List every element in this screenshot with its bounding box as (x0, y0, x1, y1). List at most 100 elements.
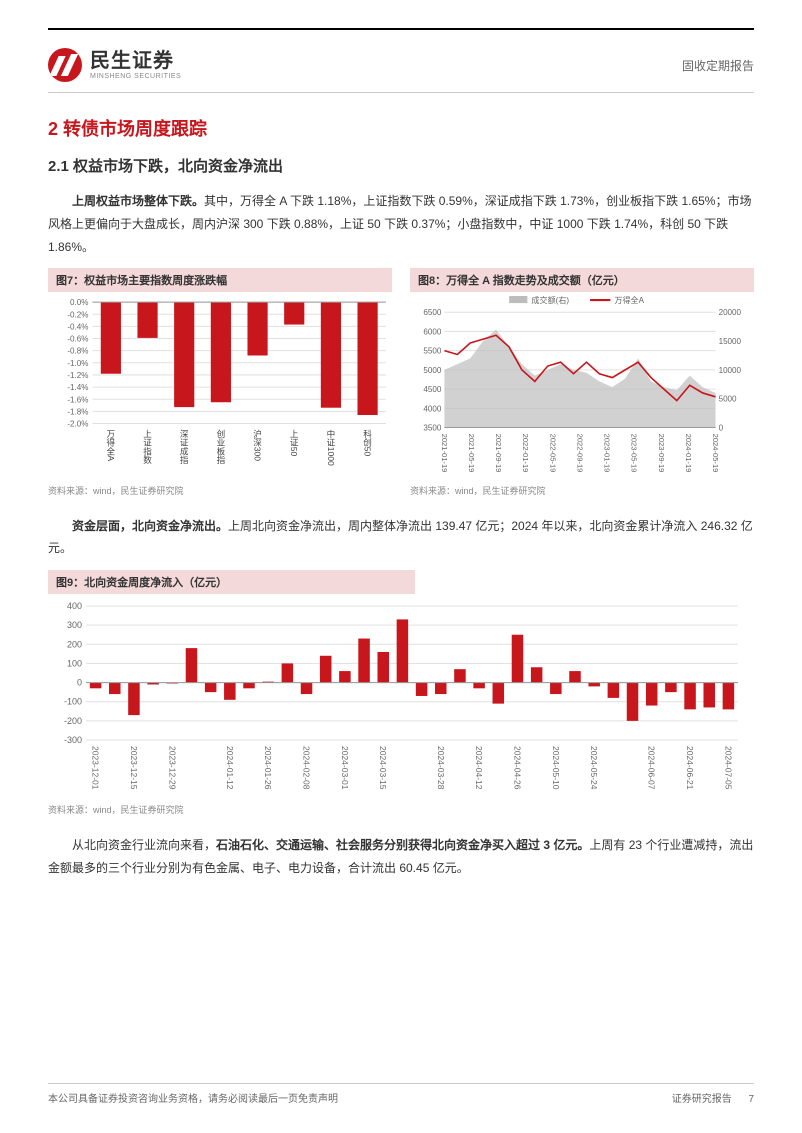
svg-text:-200: -200 (64, 716, 82, 726)
svg-text:5000: 5000 (423, 366, 441, 375)
svg-text:0.0%: 0.0% (70, 299, 88, 308)
footer-right-label: 证券研究报告 (672, 1094, 732, 1105)
logo: 民生证券 MINSHENG SECURITIES (48, 48, 181, 82)
svg-text:200: 200 (67, 639, 82, 649)
svg-text:-300: -300 (64, 735, 82, 745)
svg-text:2022-01-19: 2022-01-19 (521, 434, 530, 473)
svg-text:2024-01-26: 2024-01-26 (263, 746, 273, 790)
fig8-source: 资料来源：wind，民生证券研究院 (410, 484, 754, 497)
svg-text:-2.0%: -2.0% (67, 420, 88, 429)
page-header: 民生证券 MINSHENG SECURITIES 固收定期报告 (48, 48, 754, 82)
svg-text:-1.4%: -1.4% (67, 384, 88, 393)
svg-text:上证50: 上证50 (289, 430, 299, 457)
svg-text:2023-05-19: 2023-05-19 (630, 434, 639, 473)
svg-text:0: 0 (77, 678, 82, 688)
svg-text:5500: 5500 (423, 347, 441, 356)
svg-text:2021-01-19: 2021-01-19 (440, 434, 449, 473)
svg-text:-0.8%: -0.8% (67, 347, 88, 356)
svg-text:6000: 6000 (423, 328, 441, 337)
svg-text:-0.6%: -0.6% (67, 335, 88, 344)
svg-text:2023-09-19: 2023-09-19 (657, 434, 666, 473)
svg-text:300: 300 (67, 620, 82, 630)
svg-text:2023-12-29: 2023-12-29 (167, 746, 177, 790)
header-rule (48, 92, 754, 93)
paragraph-3: 从北向资金行业流向来看，石油石化、交通运输、社会服务分别获得北向资金净买入超过 … (48, 834, 754, 880)
figure-9: 图9：北向资金周度净流入（亿元） 400 300 200 100 0 -100 -200 -3… (48, 570, 754, 816)
section-heading-3: 2.1 权益市场下跌，北向资金净流出 (48, 155, 754, 176)
svg-text:2024-05-19: 2024-05-19 (711, 434, 720, 473)
top-border (48, 28, 754, 30)
svg-text:5000: 5000 (719, 395, 737, 404)
page-footer: 本公司具备证券投资咨询业务资格，请务必阅读最后一页免责声明 证券研究报告 7 (48, 1083, 754, 1105)
para3-bold: 石油石化、交通运输、社会服务分别获得北向资金净买入超过 3 亿元。 (216, 838, 589, 852)
fig9-chart: 400 300 200 100 0 -100 -200 -300 2023-12-01 2023-… (48, 596, 748, 796)
logo-icon (48, 48, 82, 82)
svg-text:4000: 4000 (423, 405, 441, 414)
svg-text:2022-09-19: 2022-09-19 (575, 434, 584, 473)
figure-8: 图8：万得全 A 指数走势及成交额（亿元） 350040004500500055… (410, 268, 754, 508)
svg-text:2021-05-19: 2021-05-19 (467, 434, 476, 473)
svg-text:深证成指: 深证成指 (179, 430, 189, 466)
fig7-source: 资料来源：wind，民生证券研究院 (48, 484, 392, 497)
svg-text:2024-01-19: 2024-01-19 (684, 434, 693, 473)
svg-text:万得全A: 万得全A (106, 430, 116, 462)
svg-text:20000: 20000 (719, 309, 742, 318)
footer-rule (48, 1083, 754, 1084)
svg-text:成交额(右): 成交额(右) (531, 295, 569, 305)
svg-text:2024-01-12: 2024-01-12 (225, 746, 235, 790)
footer-left: 本公司具备证券投资咨询业务资格，请务必阅读最后一页免责声明 (48, 1090, 338, 1105)
svg-text:2023-01-19: 2023-01-19 (603, 434, 612, 473)
svg-text:2024-02-08: 2024-02-08 (302, 746, 312, 790)
logo-cn: 民生证券 (90, 51, 181, 71)
paragraph-1: 上周权益市场整体下跌。其中，万得全 A 下跌 1.18%，上证指数下跌 0.59… (48, 190, 754, 258)
svg-text:2024-04-26: 2024-04-26 (512, 746, 522, 790)
svg-text:2023-12-15: 2023-12-15 (129, 746, 139, 790)
fig7-title: 图7：权益市场主要指数周度涨跌幅 (48, 268, 392, 292)
svg-text:-1.0%: -1.0% (67, 359, 88, 368)
fig8-title: 图8：万得全 A 指数走势及成交额（亿元） (410, 268, 754, 292)
svg-text:科创50: 科创50 (363, 429, 373, 457)
svg-text:0: 0 (719, 424, 724, 433)
svg-text:-0.2%: -0.2% (67, 311, 88, 320)
svg-text:中证1000: 中证1000 (326, 429, 336, 467)
svg-text:万得全A: 万得全A (614, 295, 644, 305)
doc-type: 固收定期报告 (682, 57, 754, 74)
svg-text:2024-06-21: 2024-06-21 (685, 746, 695, 790)
svg-text:-0.4%: -0.4% (67, 323, 88, 332)
svg-text:15000: 15000 (719, 337, 742, 346)
svg-text:4500: 4500 (423, 386, 441, 395)
figure-7: 图7：权益市场主要指数周度涨跌幅 0.0% -0.2% -0.4% -0.6% -0.8… (48, 268, 392, 508)
svg-text:400: 400 (67, 601, 82, 611)
paragraph-2: 资金层面，北向资金净流出。上周北向资金净流出，周内整体净流出 139.47 亿元… (48, 515, 754, 561)
svg-text:2023-12-01: 2023-12-01 (91, 746, 101, 790)
svg-text:创业板指: 创业板指 (216, 429, 226, 466)
fig7-chart: 0.0% -0.2% -0.4% -0.6% -0.8% -1.0% -1.2% -1.4% -… (48, 294, 392, 476)
svg-text:100: 100 (67, 659, 82, 669)
svg-text:上证指数: 上证指数 (143, 430, 153, 466)
chart-row-1: 图7：权益市场主要指数周度涨跌幅 0.0% -0.2% -0.4% -0.6% -0.8… (48, 268, 754, 508)
svg-text:2021-09-19: 2021-09-19 (494, 434, 503, 473)
svg-text:10000: 10000 (719, 366, 742, 375)
logo-en: MINSHENG SECURITIES (90, 73, 181, 80)
svg-text:2024-07-05: 2024-07-05 (723, 746, 733, 790)
section-heading-2: 2 转债市场周度跟踪 (48, 115, 754, 141)
svg-text:-1.8%: -1.8% (67, 408, 88, 417)
svg-text:2024-05-24: 2024-05-24 (589, 746, 599, 790)
para2-lead: 资金层面，北向资金净流出。 (72, 519, 228, 533)
fig9-source: 资料来源：wind，民生证券研究院 (48, 803, 754, 816)
svg-text:2024-03-15: 2024-03-15 (378, 746, 388, 790)
fig9-title: 图9：北向资金周度净流入（亿元） (48, 570, 415, 594)
svg-text:-100: -100 (64, 697, 82, 707)
svg-text:2024-06-07: 2024-06-07 (647, 746, 657, 790)
para3-a: 从北向资金行业流向来看， (72, 838, 216, 852)
svg-text:-1.2%: -1.2% (67, 371, 88, 380)
svg-text:2024-05-10: 2024-05-10 (551, 746, 561, 790)
page-number: 7 (748, 1094, 754, 1105)
svg-text:2022-05-19: 2022-05-19 (548, 434, 557, 473)
svg-text:沪深300: 沪深300 (253, 429, 263, 462)
fig8-chart: 3500400045005000550060006500050001000015… (410, 294, 754, 476)
para1-lead: 上周权益市场整体下跌。 (72, 194, 204, 208)
svg-text:-1.6%: -1.6% (67, 396, 88, 405)
svg-text:2024-03-01: 2024-03-01 (340, 746, 350, 790)
svg-text:6500: 6500 (423, 309, 441, 318)
